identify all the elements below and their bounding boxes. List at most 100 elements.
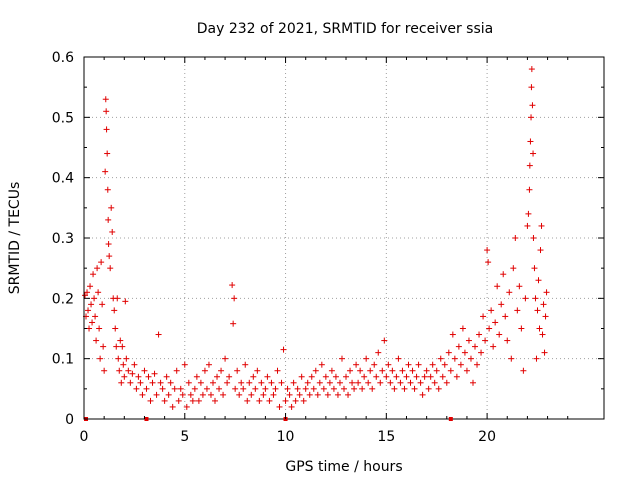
data-point bbox=[516, 283, 523, 290]
data-point bbox=[524, 222, 531, 229]
data-point bbox=[191, 385, 198, 392]
data-point bbox=[403, 373, 410, 380]
data-point bbox=[163, 373, 170, 380]
data-point bbox=[439, 373, 446, 380]
data-point bbox=[328, 367, 335, 374]
data-point bbox=[95, 289, 102, 296]
data-point bbox=[171, 385, 178, 392]
data-point bbox=[116, 367, 123, 374]
data-point bbox=[349, 379, 356, 386]
data-point bbox=[383, 373, 390, 380]
data-point bbox=[405, 361, 412, 368]
data-point bbox=[502, 313, 509, 320]
data-point bbox=[494, 283, 501, 290]
data-point bbox=[177, 385, 184, 392]
data-point bbox=[482, 337, 489, 344]
data-point bbox=[535, 277, 542, 284]
data-point bbox=[369, 385, 376, 392]
data-point bbox=[363, 355, 370, 362]
x-tick-label: 10 bbox=[277, 429, 295, 445]
data-point bbox=[357, 367, 364, 374]
data-point bbox=[324, 391, 331, 398]
data-point bbox=[290, 379, 297, 386]
data-point bbox=[167, 379, 174, 386]
data-point bbox=[455, 343, 462, 350]
data-point bbox=[320, 385, 327, 392]
data-point bbox=[341, 385, 347, 392]
data-point bbox=[443, 379, 450, 386]
data-point bbox=[119, 343, 126, 350]
data-point bbox=[435, 385, 442, 392]
data-point bbox=[212, 397, 219, 404]
y-tick-label: 0.5 bbox=[52, 110, 74, 126]
data-point bbox=[169, 403, 176, 410]
data-point bbox=[112, 325, 119, 332]
data-point bbox=[308, 373, 315, 380]
data-point bbox=[157, 379, 164, 386]
data-point bbox=[485, 259, 492, 266]
data-point bbox=[457, 361, 464, 368]
data-point bbox=[387, 379, 394, 386]
data-point bbox=[425, 385, 432, 392]
data-point bbox=[302, 385, 309, 392]
data-point bbox=[389, 367, 396, 374]
data-point bbox=[527, 138, 534, 145]
data-point bbox=[90, 271, 97, 278]
data-point bbox=[526, 162, 533, 169]
data-point bbox=[88, 301, 95, 308]
data-point bbox=[336, 379, 343, 386]
data-point bbox=[496, 331, 503, 338]
data-point bbox=[421, 373, 428, 380]
data-point bbox=[232, 385, 239, 392]
data-point bbox=[474, 361, 481, 368]
data-point bbox=[236, 391, 243, 398]
data-point bbox=[298, 373, 305, 380]
data-point bbox=[151, 370, 158, 377]
data-point bbox=[525, 210, 532, 217]
data-point bbox=[510, 265, 517, 272]
data-point bbox=[203, 385, 210, 392]
data-point bbox=[465, 337, 472, 344]
data-point bbox=[539, 331, 546, 338]
y-tick-label: 0.1 bbox=[52, 352, 74, 368]
data-point bbox=[161, 397, 168, 404]
data-point bbox=[492, 319, 499, 326]
data-point bbox=[216, 385, 223, 392]
data-point bbox=[173, 367, 180, 374]
data-point bbox=[541, 349, 548, 356]
data-point bbox=[122, 298, 129, 305]
data-point bbox=[100, 343, 107, 350]
data-point bbox=[385, 361, 392, 368]
data-point bbox=[292, 397, 299, 404]
data-point bbox=[531, 265, 538, 272]
data-point bbox=[84, 289, 91, 296]
data-point bbox=[367, 367, 374, 374]
data-point bbox=[537, 247, 544, 254]
data-point bbox=[220, 391, 227, 398]
data-point bbox=[409, 367, 416, 374]
data-point bbox=[353, 361, 360, 368]
data-point bbox=[528, 114, 535, 121]
data-point bbox=[322, 373, 329, 380]
data-point bbox=[159, 385, 166, 392]
data-point bbox=[89, 319, 96, 326]
data-point bbox=[205, 361, 212, 368]
data-point bbox=[82, 292, 89, 299]
x-tick-label: 5 bbox=[180, 429, 189, 445]
data-point bbox=[229, 282, 236, 289]
data-point bbox=[256, 397, 263, 404]
data-point bbox=[264, 373, 271, 380]
data-point bbox=[451, 355, 458, 362]
data-point bbox=[103, 126, 110, 133]
data-point bbox=[542, 313, 549, 320]
data-point bbox=[447, 367, 454, 374]
data-point bbox=[123, 355, 130, 362]
data-point bbox=[145, 373, 152, 380]
data-point bbox=[242, 361, 249, 368]
data-point bbox=[419, 391, 426, 398]
data-point bbox=[121, 373, 128, 380]
data-point bbox=[125, 367, 132, 374]
data-point bbox=[155, 331, 162, 338]
data-point bbox=[431, 379, 438, 386]
data-point bbox=[129, 370, 136, 377]
